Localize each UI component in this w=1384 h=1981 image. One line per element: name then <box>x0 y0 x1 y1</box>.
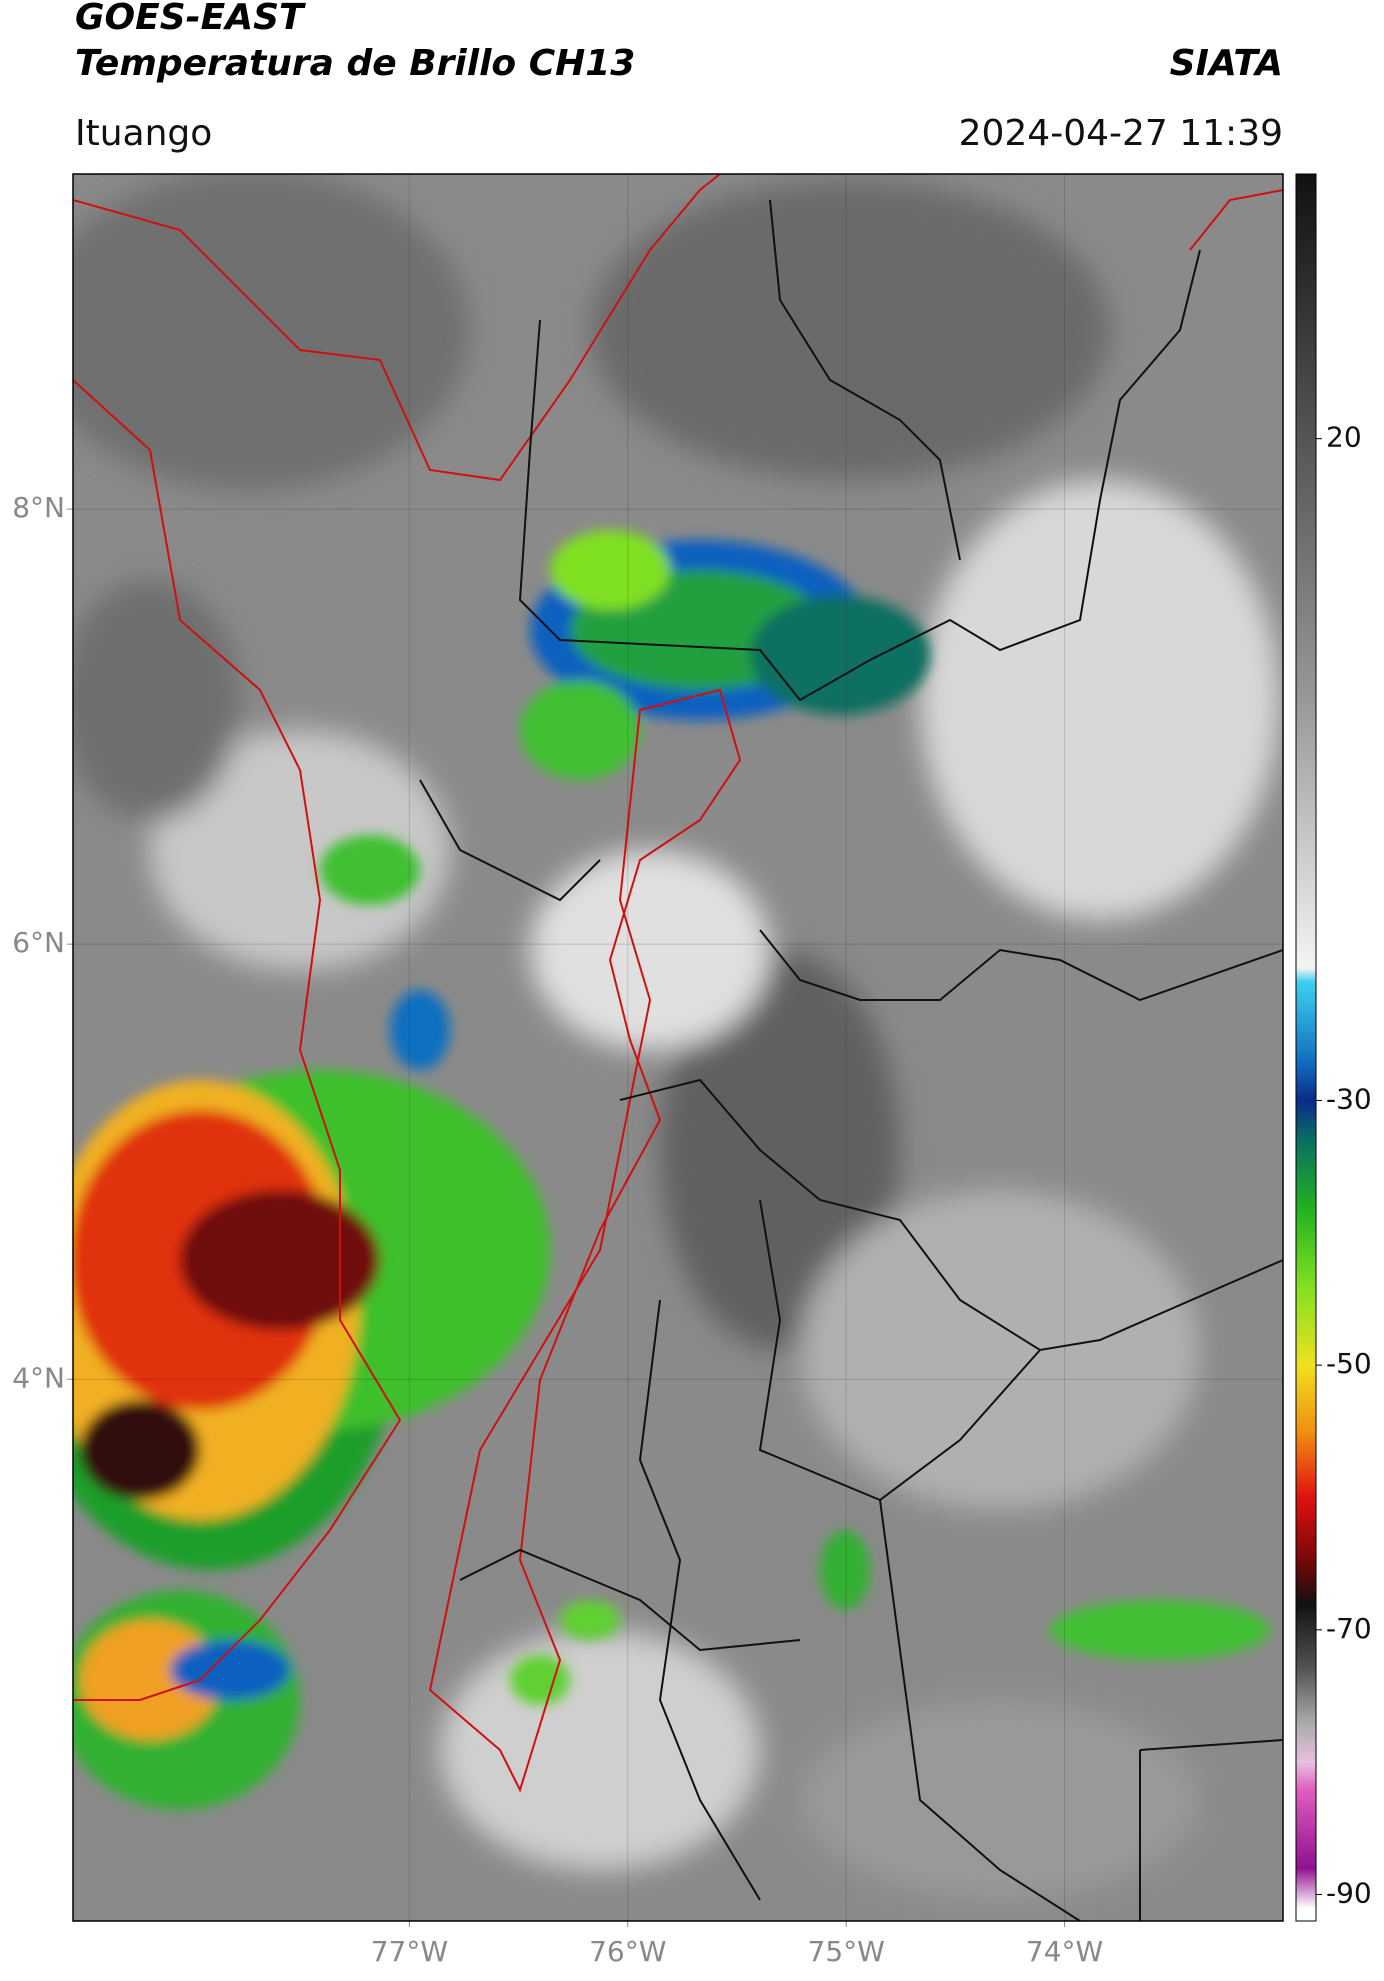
colorbar-tick-label: -30 <box>1326 1082 1372 1115</box>
colorbar-segment <box>1296 703 1316 969</box>
colorbar-segment <box>1296 306 1316 440</box>
borders <box>73 174 1283 1921</box>
colorbar-segment <box>1296 1285 1316 1366</box>
y-tick-label: 8°N <box>12 491 65 524</box>
colorbar-segment <box>1296 1603 1316 1671</box>
x-tick-label: 77°W <box>371 1935 448 1968</box>
colorbar-segment <box>1296 1497 1316 1565</box>
colorbar-segment <box>1296 1431 1316 1498</box>
graticule: 77°W 76°W 75°W 74°W 8°N 6°N 4°N <box>12 174 1283 1968</box>
colorbar-segment <box>1296 1907 1316 1922</box>
datetime: 2024-04-27 11:39 <box>959 113 1283 154</box>
colorbar-segment <box>1296 1140 1316 1207</box>
colorbar-segment <box>1296 1365 1316 1432</box>
x-tick-label: 74°W <box>1026 1935 1103 1968</box>
colorbar-segment <box>1296 1669 1316 1723</box>
title: GOES-EAST <box>75 0 306 38</box>
colorbar-segment <box>1296 174 1316 307</box>
colorbar-segment <box>1296 981 1316 1062</box>
colorbar-tick-label: 20 <box>1326 421 1362 454</box>
satellite-image <box>73 174 1283 1921</box>
subtitle: Temperatura de Brillo CH13 <box>75 43 635 84</box>
colorbar-segment <box>1296 1100 1316 1141</box>
colorbar-tick-label: -70 <box>1326 1612 1372 1645</box>
y-tick-label: 4°N <box>12 1361 65 1394</box>
colorbar-segment <box>1296 1563 1316 1604</box>
colorbar-segment <box>1296 1722 1316 1763</box>
colorbar-segment <box>1296 1206 1316 1287</box>
colorbar-tick-label: -50 <box>1326 1347 1372 1380</box>
colorbar-segment <box>1296 1788 1316 1869</box>
source: SIATA <box>1170 43 1283 84</box>
y-tick-label: 6°N <box>12 926 65 959</box>
colorbar-segment <box>1296 438 1316 704</box>
x-tick-label: 75°W <box>808 1935 885 1968</box>
colorbar-frame <box>1295 173 1317 1922</box>
colorbar-tick-label: -90 <box>1326 1877 1372 1910</box>
colorbar-segment <box>1296 1762 1316 1790</box>
colorbar-segment <box>1296 1868 1316 1909</box>
colorbar-segment <box>1296 968 1316 982</box>
colorbar-segment <box>1296 1060 1316 1101</box>
x-tick-label: 76°W <box>589 1935 666 1968</box>
location: Ituango <box>75 113 212 154</box>
colorbar: 20 -30 -50 -70 -90 <box>1295 173 1372 1922</box>
map-frame <box>72 173 1284 1922</box>
